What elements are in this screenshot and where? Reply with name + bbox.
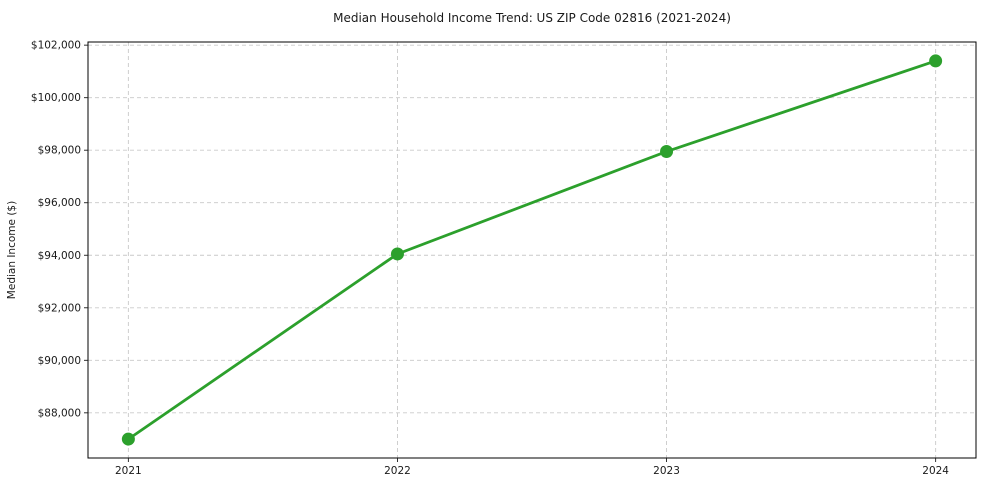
y-tick-label: $100,000 <box>31 92 81 104</box>
x-tick-label: 2022 <box>384 465 411 477</box>
plot-border <box>87 41 977 459</box>
data-point <box>929 54 943 68</box>
y-axis-label: Median Income ($) <box>6 201 18 299</box>
y-tick-label: $92,000 <box>38 302 81 314</box>
data-point <box>660 145 674 159</box>
y-tick-label: $88,000 <box>38 407 81 419</box>
x-tick-label: 2021 <box>115 465 142 477</box>
x-tick-label: 2024 <box>922 465 949 477</box>
x-tick-label: 2023 <box>653 465 680 477</box>
y-tick-label: $98,000 <box>38 145 81 157</box>
y-tick-label: $94,000 <box>38 250 81 262</box>
y-tick-label: $96,000 <box>38 197 81 209</box>
income-trend-line <box>126 59 938 441</box>
chart-title: Median Household Income Trend: US ZIP Co… <box>333 11 731 25</box>
plot-area: $88,000 $90,000 $92,000 $94,000 $96,000 $98,0… <box>31 40 977 477</box>
data-point <box>390 247 404 261</box>
y-tick-label: $90,000 <box>38 355 81 367</box>
data-point <box>121 432 135 446</box>
y-tick-label: $102,000 <box>31 40 81 52</box>
